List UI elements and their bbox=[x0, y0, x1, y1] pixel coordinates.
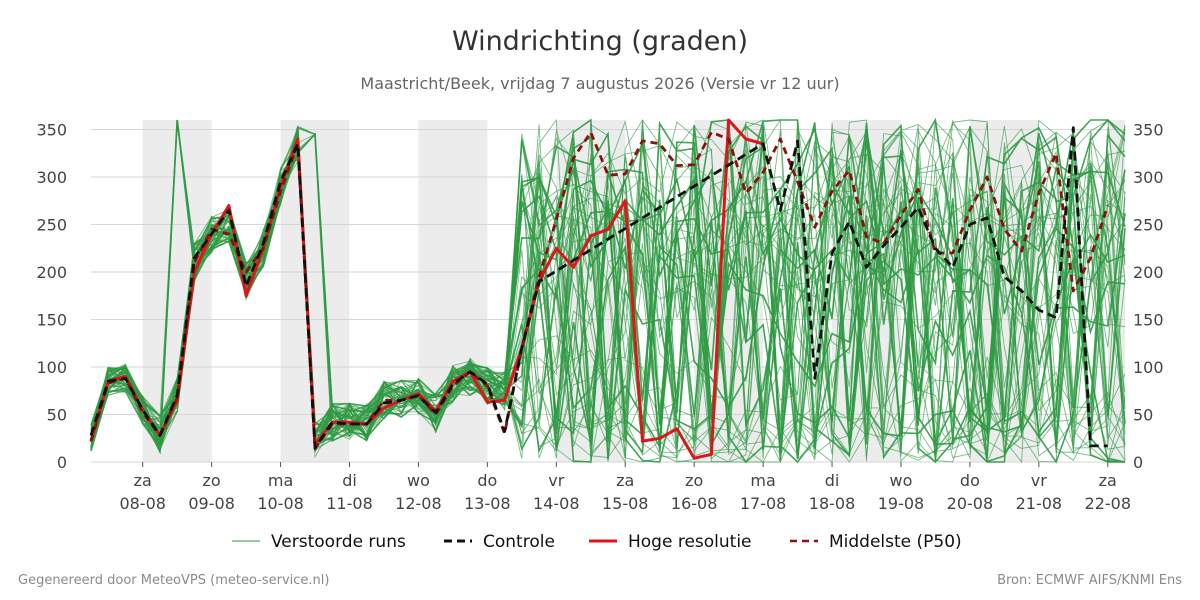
x-tick-label-day: zo bbox=[203, 471, 221, 490]
y-tick-label-right: 200 bbox=[1133, 263, 1164, 282]
legend: Verstoorde runs Controle Hoge resolutie … bbox=[232, 532, 962, 552]
y-tick-label-right: 0 bbox=[1133, 453, 1143, 472]
x-tick-label-date: 22-08 bbox=[1085, 494, 1132, 513]
x-tick-label-date: 17-08 bbox=[740, 494, 787, 513]
x-tick-label-day: wo bbox=[407, 471, 430, 490]
y-tick-label-left: 100 bbox=[36, 358, 67, 377]
x-tick-label-date: 12-08 bbox=[395, 494, 442, 513]
y-tick-label-right: 50 bbox=[1133, 406, 1153, 425]
y-tick-label-right: 300 bbox=[1133, 168, 1164, 187]
y-tick-label-right: 350 bbox=[1133, 121, 1164, 140]
x-tick-label-day: do bbox=[960, 471, 980, 490]
axes: 0 0 50 50 100 100 150 150 200 200 250 250 300 300 350 3… bbox=[36, 121, 1163, 514]
x-tick-label-date: 20-08 bbox=[947, 494, 994, 513]
x-tick-label-day: za bbox=[616, 471, 634, 490]
x-tick-label-date: 13-08 bbox=[464, 494, 511, 513]
x-tick-label-day: za bbox=[134, 471, 152, 490]
y-tick-label-left: 150 bbox=[36, 311, 67, 330]
legend-label-highres: Hoge resolutie bbox=[628, 532, 752, 552]
x-tick-label-day: ma bbox=[268, 471, 293, 490]
x-tick-label-day: zo bbox=[685, 471, 703, 490]
x-tick-label-date: 14-08 bbox=[533, 494, 580, 513]
legend-label-median: Middelste (P50) bbox=[829, 532, 962, 552]
y-tick-label-left: 50 bbox=[47, 406, 67, 425]
series-line-control bbox=[89, 126, 1108, 450]
x-tick-label-date: 15-08 bbox=[602, 494, 649, 513]
x-tick-label-day: vr bbox=[1031, 471, 1047, 490]
footer-credit: Gegenereerd door MeteoVPS (meteo-service… bbox=[18, 573, 329, 588]
y-tick-label-right: 150 bbox=[1133, 311, 1164, 330]
x-tick-label-date: 19-08 bbox=[878, 494, 925, 513]
y-tick-label-left: 250 bbox=[36, 216, 67, 235]
legend-label-control: Controle bbox=[483, 532, 555, 552]
ensemble-line bbox=[90, 119, 1126, 457]
x-tick-label-date: 18-08 bbox=[809, 494, 856, 513]
y-tick-label-right: 250 bbox=[1133, 216, 1164, 235]
x-tick-label-day: ma bbox=[750, 471, 775, 490]
x-tick-label-day: di bbox=[342, 471, 357, 490]
legend-label-ensemble: Verstoorde runs bbox=[271, 532, 406, 552]
x-tick-label-date: 11-08 bbox=[326, 494, 373, 513]
footer-source: Bron: ECMWF AIFS/KNMI Ens bbox=[997, 573, 1182, 588]
chart-subtitle: Maastricht/Beek, vrijdag 7 augustus 2026… bbox=[360, 74, 839, 93]
chart-title: Windrichting (graden) bbox=[452, 26, 748, 57]
x-tick-label-day: vr bbox=[548, 471, 564, 490]
ensemble-line bbox=[90, 120, 1126, 463]
y-tick-label-left: 200 bbox=[36, 263, 67, 282]
y-tick-label-left: 350 bbox=[36, 121, 67, 140]
y-tick-label-left: 0 bbox=[57, 453, 67, 472]
x-tick-label-date: 08-08 bbox=[119, 494, 166, 513]
x-tick-label-day: do bbox=[477, 471, 497, 490]
y-tick-label-left: 300 bbox=[36, 168, 67, 187]
x-tick-label-date: 21-08 bbox=[1016, 494, 1063, 513]
ensemble-line bbox=[90, 127, 1126, 455]
main-series-lines bbox=[89, 118, 1110, 460]
x-tick-label-day: wo bbox=[890, 471, 913, 490]
y-tick-label-right: 100 bbox=[1133, 358, 1164, 377]
x-tick-label-date: 16-08 bbox=[671, 494, 718, 513]
ensemble-line bbox=[90, 125, 1126, 463]
x-tick-label-date: 09-08 bbox=[188, 494, 235, 513]
x-tick-label-date: 10-08 bbox=[257, 494, 304, 513]
x-tick-label-day: za bbox=[1099, 471, 1117, 490]
x-tick-label-day: di bbox=[825, 471, 840, 490]
